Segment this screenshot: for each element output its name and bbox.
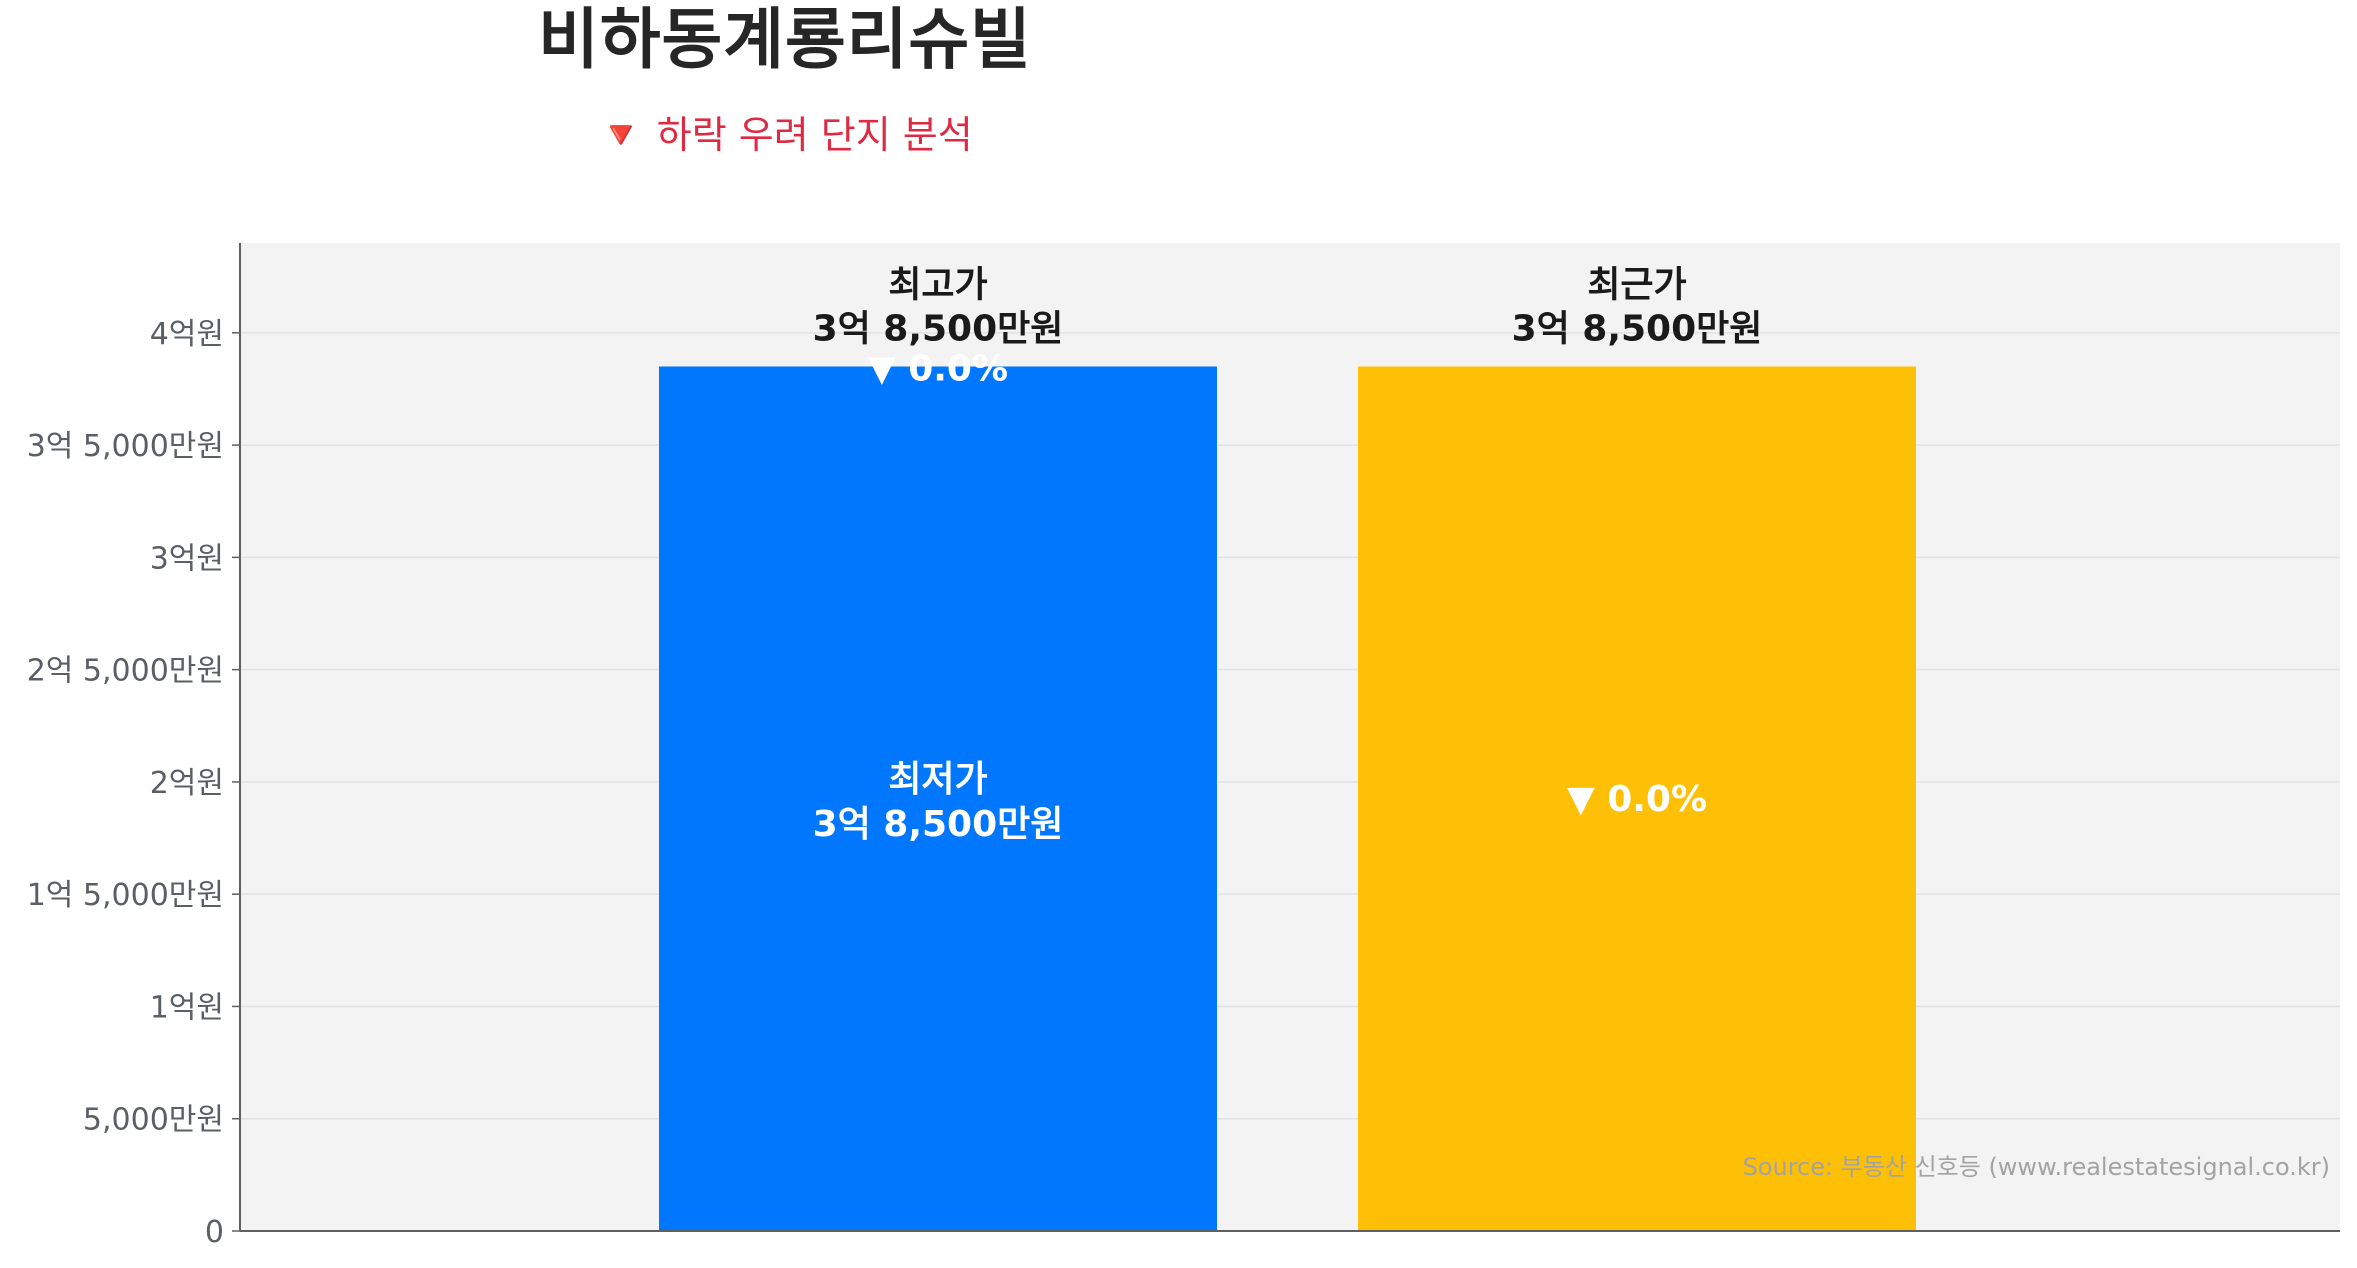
bar-top-label-line2: 3억 8,500만원 — [1512, 309, 1763, 350]
bar-2 — [1358, 366, 1916, 1231]
plot-background — [240, 243, 2340, 1231]
y-tick-label: 2억 5,000만원 — [27, 654, 224, 689]
bar-inner-label-line1: 최저가 — [888, 759, 987, 800]
bar-change-label: ▼ 0.0% — [1567, 779, 1707, 820]
bar-top-label-line1: 최고가 — [888, 265, 987, 306]
bar-top-label-line2: 3억 8,500만원 — [813, 309, 1064, 350]
bar-inner-label-line2: 3억 8,500만원 — [813, 804, 1064, 845]
y-tick-label: 3억 5,000만원 — [27, 429, 224, 464]
grid-lines — [240, 332, 2340, 1120]
axes — [239, 243, 2340, 1232]
y-axis-ticks: 0 5,000만원 1억원 1억 5,000만원 2억원 2억 5,000만원 3억원 3억 … — [27, 317, 240, 1250]
y-tick-label: 5,000만원 — [83, 1103, 224, 1138]
source-note: Source: 부동산 신호등 (www.realestatesignal.co… — [1743, 1153, 2330, 1181]
y-tick-label: 4억원 — [150, 317, 224, 352]
y-tick-label: 1억원 — [150, 990, 224, 1025]
bar-change-label: ▼ 0.0% — [868, 349, 1008, 390]
chart-title: 비하동계룡리슈빌 — [538, 1, 1032, 78]
chart-subtitle: 🔻 하락 우려 단지 분석 — [597, 113, 973, 157]
y-tick-label: 3억원 — [150, 541, 224, 576]
bar-1 — [659, 366, 1217, 1231]
bars — [659, 366, 1916, 1231]
bar-top-label-line1: 최근가 — [1587, 265, 1686, 306]
y-tick-label: 1억 5,000만원 — [27, 878, 224, 913]
y-tick-label: 2억원 — [150, 766, 224, 801]
y-tick-label: 0 — [205, 1215, 224, 1250]
